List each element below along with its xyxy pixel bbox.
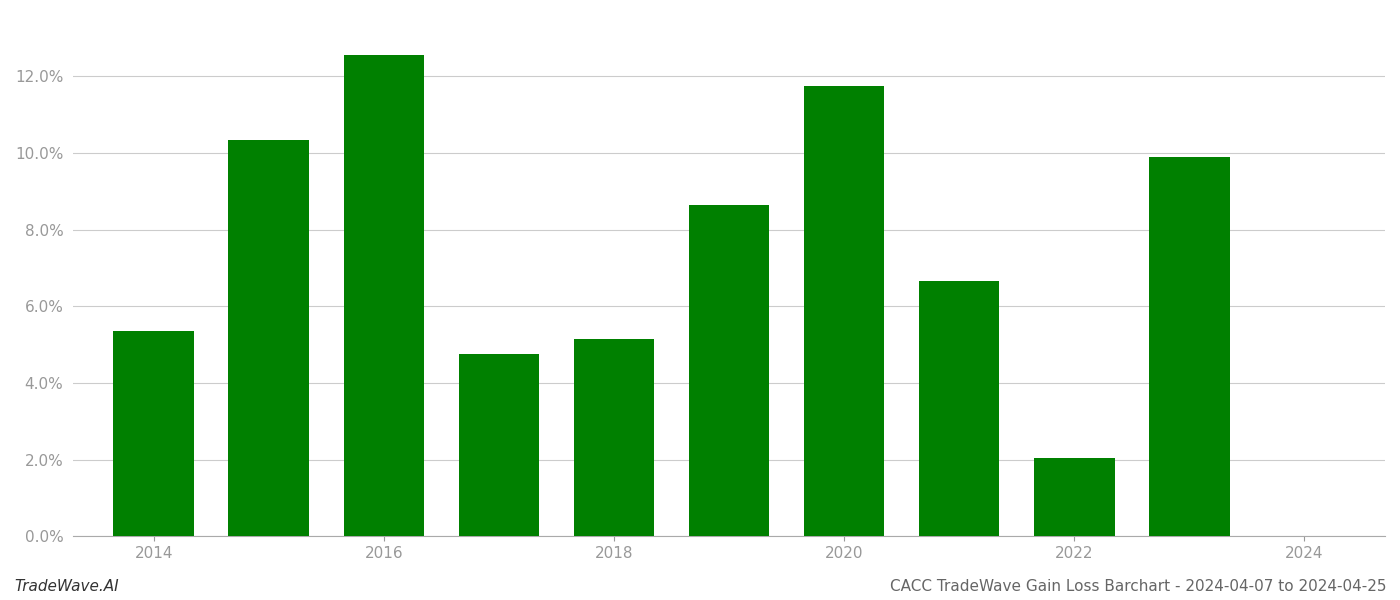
Bar: [574, 339, 654, 536]
Bar: [228, 140, 309, 536]
Bar: [689, 205, 770, 536]
Bar: [1149, 157, 1229, 536]
Bar: [113, 331, 195, 536]
Bar: [918, 281, 1000, 536]
Bar: [804, 86, 885, 536]
Bar: [1035, 458, 1114, 536]
Text: CACC TradeWave Gain Loss Barchart - 2024-04-07 to 2024-04-25: CACC TradeWave Gain Loss Barchart - 2024…: [889, 579, 1386, 594]
Bar: [459, 354, 539, 536]
Bar: [343, 55, 424, 536]
Text: TradeWave.AI: TradeWave.AI: [14, 579, 119, 594]
